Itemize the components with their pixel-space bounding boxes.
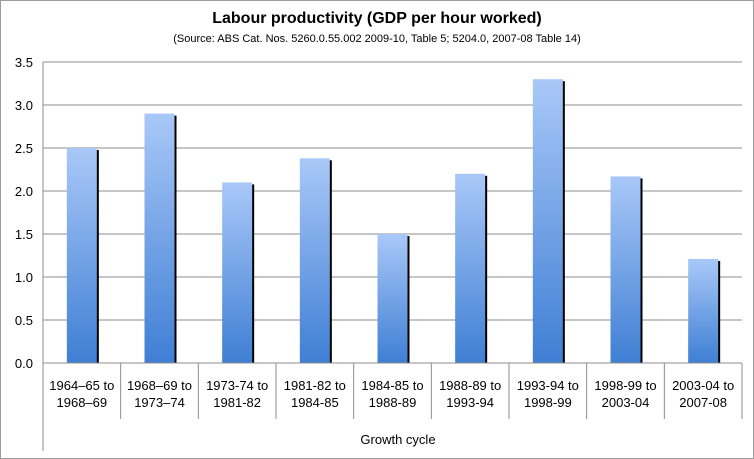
x-tick-label-line: 1981-82 bbox=[213, 395, 261, 410]
bar bbox=[610, 176, 641, 363]
bar bbox=[66, 148, 97, 363]
x-tick-label-line: 1984-85 to bbox=[361, 378, 423, 393]
x-tick-label-line: 1993-94 bbox=[446, 395, 494, 410]
x-tick-label-line: 1981-82 to bbox=[284, 378, 346, 393]
y-tick-label: 0.5 bbox=[15, 313, 33, 328]
y-tick-label: 2.5 bbox=[15, 141, 33, 156]
chart-title: Labour productivity (GDP per hour worked… bbox=[212, 10, 542, 27]
x-tick-label-line: 1988-89 to bbox=[439, 378, 501, 393]
x-tick-label: 1981-82 to 1984-85 bbox=[284, 378, 346, 410]
y-tick-label: 0.0 bbox=[15, 356, 33, 371]
y-tick-label: 3.5 bbox=[15, 55, 33, 70]
x-tick-label-line: 1998-99 to bbox=[594, 378, 656, 393]
x-tick-label-line: 1973-74 to bbox=[206, 378, 268, 393]
x-tick-label: 1964–65 to 1968–69 bbox=[49, 378, 114, 410]
x-tick-label-line: 1973–74 bbox=[134, 395, 185, 410]
x-tick-label-line: 1998-99 bbox=[524, 395, 572, 410]
x-tick-label-line: 2003-04 bbox=[602, 395, 650, 410]
chart-subtitle: (Source: ABS Cat. Nos. 5260.0.55.002 200… bbox=[173, 33, 581, 45]
x-tick-label: 1998-99 to 2003-04 bbox=[594, 378, 656, 410]
x-tick-label: 1984-85 to 1988-89 bbox=[361, 378, 423, 410]
x-tick-label: 1968–69 to 1973–74 bbox=[127, 378, 192, 410]
x-tick-label-line: 1968–69 to bbox=[127, 378, 192, 393]
bar bbox=[377, 234, 408, 363]
x-tick-label: 1973-74 to 1981-82 bbox=[206, 378, 268, 410]
x-tick-label-line: 1988-89 bbox=[369, 395, 417, 410]
x-tick-label-line: 2007-08 bbox=[679, 395, 727, 410]
x-tick-label: 1993-94 to 1998-99 bbox=[517, 378, 579, 410]
x-tick-label: 1988-89 to 1993-94 bbox=[439, 378, 501, 410]
y-tick-label: 1.5 bbox=[15, 227, 33, 242]
x-tick-label-line: 1968–69 bbox=[57, 395, 108, 410]
x-tick-label-line: 1964–65 to bbox=[49, 378, 114, 393]
y-tick-label: 3.0 bbox=[15, 98, 33, 113]
y-axis-ticks: 0.0 0.5 1.0 1.5 2.0 2.5 3.0 3.5 bbox=[15, 55, 33, 371]
x-tick-label: 2003-04 to 2007-08 bbox=[672, 378, 734, 410]
bar bbox=[688, 258, 719, 363]
y-tick-label: 2.0 bbox=[15, 184, 33, 199]
x-axis-label: Growth cycle bbox=[360, 432, 435, 447]
x-tick-label-line: 1984-85 bbox=[291, 395, 339, 410]
x-tick-label-line: 1993-94 to bbox=[517, 378, 579, 393]
x-tick-label-line: 2003-04 to bbox=[672, 378, 734, 393]
y-tick-label: 1.0 bbox=[15, 270, 33, 285]
bars bbox=[66, 79, 721, 363]
x-axis: 1964–65 to 1968–69 1968–69 to 1973–74 1973-7… bbox=[42, 62, 743, 451]
bar bbox=[144, 113, 175, 363]
bar bbox=[532, 79, 563, 363]
bar bbox=[299, 158, 330, 363]
bar bbox=[455, 173, 486, 363]
bar bbox=[222, 182, 253, 363]
